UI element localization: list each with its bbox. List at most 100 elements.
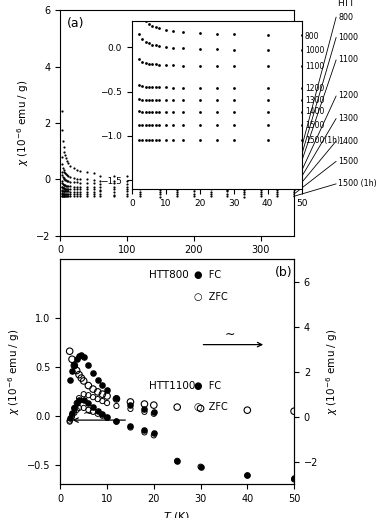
Point bbox=[191, 183, 197, 192]
Point bbox=[81, 390, 87, 398]
Point bbox=[113, 402, 120, 410]
Point bbox=[151, 401, 157, 409]
Point bbox=[170, 121, 176, 130]
Point bbox=[90, 393, 96, 401]
Point bbox=[77, 192, 83, 200]
Point bbox=[146, 39, 152, 48]
Point bbox=[65, 177, 71, 185]
Point bbox=[163, 121, 169, 130]
Point bbox=[291, 476, 297, 484]
Point bbox=[138, 171, 144, 180]
Point bbox=[97, 177, 103, 185]
Point bbox=[265, 136, 271, 145]
Point bbox=[170, 96, 176, 105]
Point bbox=[139, 107, 145, 116]
Point bbox=[149, 21, 155, 30]
Point bbox=[64, 185, 70, 193]
Point bbox=[91, 190, 97, 198]
Point bbox=[274, 177, 280, 185]
Point bbox=[274, 185, 280, 194]
Point bbox=[139, 35, 145, 44]
Point bbox=[149, 60, 155, 68]
Point bbox=[156, 42, 162, 50]
Text: 1500: 1500 bbox=[305, 121, 324, 130]
Point bbox=[85, 361, 91, 369]
Point bbox=[208, 176, 214, 184]
Point bbox=[100, 390, 106, 398]
Point bbox=[67, 347, 73, 355]
Text: 1500 (1h): 1500 (1h) bbox=[339, 179, 377, 189]
Point bbox=[124, 177, 130, 185]
Point bbox=[65, 182, 71, 190]
Point bbox=[124, 192, 130, 200]
Point bbox=[136, 55, 142, 64]
Point bbox=[241, 171, 247, 180]
Point bbox=[61, 168, 67, 176]
Point bbox=[60, 173, 66, 181]
Point bbox=[76, 404, 82, 412]
Point bbox=[59, 186, 65, 194]
Point bbox=[231, 121, 237, 130]
Point bbox=[149, 96, 155, 104]
Point bbox=[214, 121, 220, 130]
Point bbox=[74, 366, 80, 375]
Point bbox=[197, 96, 203, 105]
Point bbox=[84, 168, 90, 176]
Point bbox=[84, 190, 90, 198]
Point bbox=[139, 95, 145, 104]
Point bbox=[70, 192, 77, 200]
Point bbox=[170, 27, 176, 35]
Point bbox=[180, 96, 186, 105]
Point bbox=[231, 30, 237, 38]
Point bbox=[67, 173, 74, 181]
Point bbox=[197, 45, 203, 53]
Point bbox=[59, 177, 65, 185]
Point bbox=[69, 409, 75, 417]
Point bbox=[91, 192, 97, 200]
Text: 1300: 1300 bbox=[339, 114, 359, 123]
Point bbox=[113, 418, 120, 426]
Point bbox=[180, 121, 186, 130]
Point bbox=[97, 183, 103, 191]
Point bbox=[78, 351, 84, 359]
Point bbox=[191, 171, 197, 180]
Point bbox=[77, 190, 83, 198]
Point bbox=[104, 386, 110, 394]
Point bbox=[149, 136, 155, 145]
Point bbox=[84, 188, 90, 196]
Point bbox=[158, 185, 164, 194]
Point bbox=[61, 148, 67, 156]
Point bbox=[291, 188, 297, 196]
Point bbox=[156, 83, 162, 92]
Point bbox=[111, 172, 117, 180]
Point bbox=[146, 108, 152, 116]
Point bbox=[291, 185, 297, 193]
Point bbox=[174, 185, 180, 194]
Point bbox=[62, 184, 68, 193]
Point bbox=[91, 188, 97, 196]
Point bbox=[67, 416, 73, 425]
Point bbox=[65, 172, 71, 180]
Point bbox=[100, 412, 106, 420]
Point bbox=[156, 24, 162, 32]
Text: 800: 800 bbox=[305, 32, 319, 41]
Point bbox=[163, 83, 169, 92]
Point bbox=[127, 422, 133, 430]
Point bbox=[85, 381, 91, 390]
Point bbox=[214, 136, 220, 145]
Point bbox=[76, 370, 82, 379]
Point bbox=[265, 31, 271, 39]
Point bbox=[95, 410, 101, 418]
Point bbox=[61, 143, 67, 151]
Point bbox=[208, 183, 214, 192]
Point bbox=[124, 171, 130, 180]
Point bbox=[59, 190, 65, 198]
Point bbox=[74, 166, 80, 174]
Point bbox=[91, 176, 97, 184]
Point bbox=[62, 187, 68, 195]
Point bbox=[198, 463, 204, 471]
Point bbox=[76, 394, 82, 402]
Point bbox=[257, 188, 264, 196]
Point bbox=[158, 190, 164, 198]
Point bbox=[197, 29, 203, 37]
